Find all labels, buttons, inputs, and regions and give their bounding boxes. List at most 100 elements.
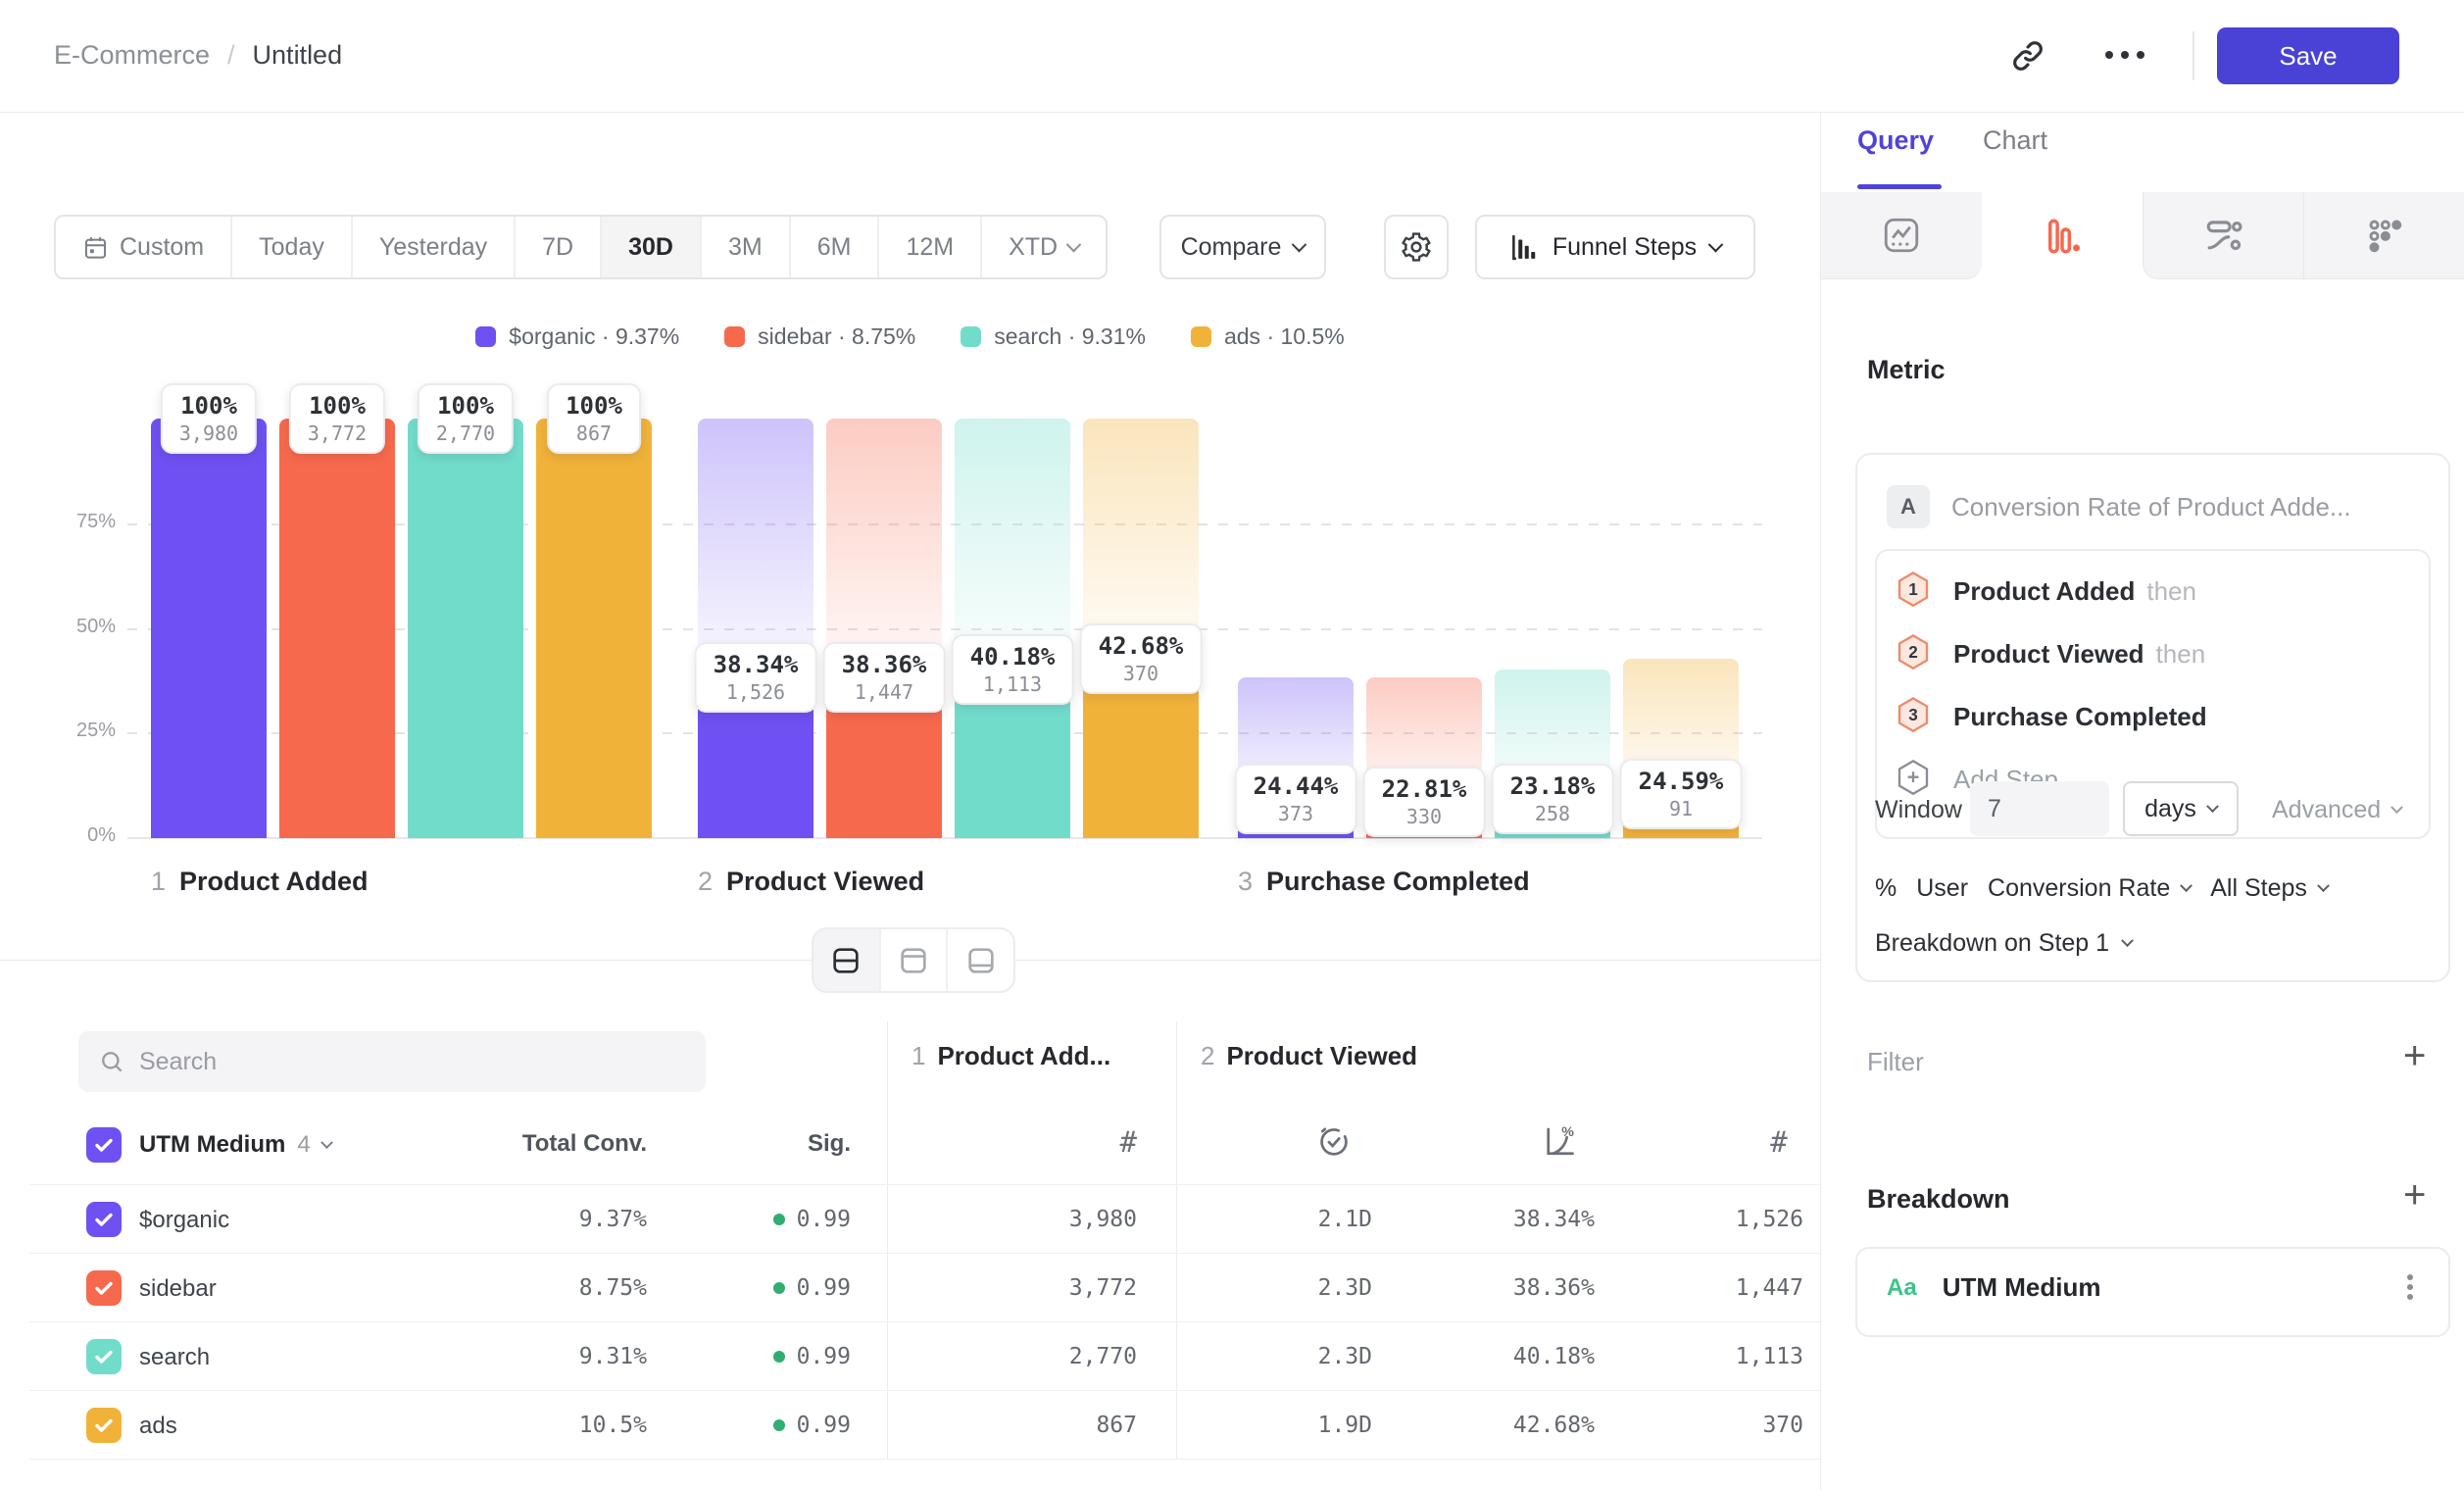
funnel-bar[interactable] — [279, 419, 395, 838]
table-step2-header: 2 Product Viewed — [1201, 1041, 1417, 1071]
chart-settings-button[interactable] — [1384, 215, 1449, 279]
row-significance: 0.99 — [666, 1275, 851, 1301]
breadcrumb-title[interactable]: Untitled — [252, 39, 343, 70]
funnel-step-row-2[interactable]: 2 Product Viewed then — [1895, 633, 2205, 674]
search-icon — [102, 1052, 123, 1072]
conversion-rate-icon[interactable]: % — [1542, 1123, 1577, 1164]
date-range-6m[interactable]: 6M — [788, 217, 878, 277]
measure-entity[interactable]: User — [1916, 874, 1969, 902]
date-range-custom[interactable]: Custom — [56, 217, 230, 277]
row-step2-count: 1,526 — [1735, 1207, 1803, 1232]
add-breakdown-button[interactable]: + — [2403, 1173, 2427, 1217]
date-range-7d[interactable]: 7D — [514, 217, 600, 277]
search-input[interactable] — [139, 1047, 649, 1076]
date-range-yesterday[interactable]: Yesterday — [350, 217, 514, 277]
chart-type-retention-button[interactable] — [2303, 192, 2464, 279]
date-range-3m[interactable]: 3M — [699, 217, 789, 277]
row-step2-count: 370 — [1762, 1413, 1803, 1438]
col-header-total-conv[interactable]: Total Conv. — [521, 1130, 647, 1157]
legend-item[interactable]: search · 9.31% — [961, 323, 1146, 350]
share-link-icon[interactable] — [2009, 37, 2046, 79]
date-range-30d[interactable]: 30D — [600, 217, 700, 277]
bar-value-badge: 100% 3,980 — [160, 383, 258, 454]
breakdown-item-menu-icon[interactable] — [2407, 1270, 2413, 1304]
legend-item[interactable]: $organic · 9.37% — [475, 323, 679, 350]
step-axis-label-3: 3 Purchase Completed — [1238, 867, 1530, 897]
bar-value-badge: 24.44% 373 — [1234, 763, 1357, 834]
legend-swatch — [724, 326, 746, 347]
add-filter-button[interactable]: + — [2403, 1034, 2427, 1077]
funnel-step-row-1[interactable]: 1 Product Added then — [1895, 571, 2196, 612]
measure-metric-dropdown[interactable]: Conversion Rate — [1988, 874, 2193, 903]
funnel-step-row-3[interactable]: 3 Purchase Completed — [1895, 696, 2207, 737]
row-name: search — [139, 1344, 211, 1370]
window-value-input[interactable] — [1970, 781, 2109, 836]
bar-value-badge: 38.36% 1,447 — [822, 641, 946, 713]
row-total-conv: 10.5% — [578, 1413, 647, 1438]
chart-type-funnel-button[interactable] — [1982, 192, 2143, 279]
window-unit-dropdown[interactable]: days — [2123, 781, 2239, 836]
save-button[interactable]: Save — [2217, 27, 2399, 84]
compare-label: Compare — [1180, 232, 1282, 261]
date-range-xtd[interactable]: XTD — [980, 217, 1106, 277]
breakdown-on-step-dropdown[interactable]: Breakdown on Step 1 — [1875, 929, 2134, 958]
time-to-convert-icon[interactable] — [1316, 1123, 1352, 1164]
chevron-down-icon — [2206, 799, 2219, 813]
layout-table-only-button[interactable] — [946, 929, 1013, 991]
right-panel-divider — [1820, 113, 1821, 1490]
funnel-bar[interactable] — [151, 419, 267, 838]
legend-item[interactable]: sidebar · 8.75% — [724, 323, 915, 350]
chart-type-flows-button[interactable] — [2143, 192, 2303, 279]
measure-scope-dropdown[interactable]: All Steps — [2210, 874, 2330, 903]
advanced-toggle[interactable]: Advanced — [2272, 796, 2404, 824]
gridline-75 — [127, 523, 1762, 525]
metric-title: Conversion Rate of Product Adde... — [1951, 491, 2351, 522]
funnel-chart[interactable]: 100% 3,980 38.34% 1,526 24.44% 373 100% 3,772 38… — [0, 0, 1820, 961]
gridline-25 — [127, 732, 1762, 734]
tab-query[interactable]: Query — [1857, 125, 1935, 155]
tab-chart[interactable]: Chart — [1983, 125, 2048, 155]
compare-button[interactable]: Compare — [1159, 215, 1326, 279]
sig-value: 0.99 — [796, 1275, 851, 1301]
layout-split-horizontal-button[interactable] — [813, 929, 879, 991]
legend-label: search · 9.31% — [994, 323, 1146, 349]
col-header-sig[interactable]: Sig. — [807, 1130, 851, 1157]
row-checkbox[interactable] — [86, 1339, 122, 1374]
date-range-12m[interactable]: 12M — [877, 217, 980, 277]
step-name: Product Viewed — [1226, 1041, 1418, 1070]
funnel-bar[interactable] — [536, 419, 652, 838]
row-conv-rate: 38.34% — [1512, 1207, 1595, 1232]
count-icon[interactable]: # — [1770, 1125, 1788, 1159]
count-icon[interactable]: # — [1119, 1125, 1137, 1159]
breakdown-column-header[interactable]: UTM Medium 4 — [139, 1127, 333, 1163]
table-search[interactable] — [78, 1031, 706, 1092]
breadcrumb: E-Commerce / Untitled — [54, 35, 342, 74]
svg-text:%: % — [1561, 1124, 1574, 1140]
funnel-bar[interactable] — [408, 419, 523, 838]
row-time-to-convert: 2.3D — [1317, 1275, 1372, 1301]
row-checkbox[interactable] — [86, 1270, 122, 1306]
row-checkbox[interactable] — [86, 1408, 122, 1443]
row-step1-count: 2,770 — [1068, 1344, 1137, 1369]
bar-value-badge: 22.81% 330 — [1362, 766, 1486, 837]
breadcrumb-project[interactable]: E-Commerce — [54, 39, 211, 70]
bar-value-badge: 100% 867 — [547, 383, 641, 454]
row-step2-count: 1,447 — [1735, 1275, 1803, 1301]
window-unit-label: days — [2144, 794, 2196, 822]
breakdown-item-card[interactable] — [1855, 1247, 2450, 1337]
add-step-hexagon-icon — [1897, 759, 1929, 796]
filter-heading: Filter — [1867, 1047, 1924, 1076]
measure-metric-label: Conversion Rate — [1988, 874, 2171, 902]
date-range-today[interactable]: Today — [230, 217, 351, 277]
metric-title-row[interactable]: A Conversion Rate of Product Adde... — [1887, 485, 2351, 528]
row-checkbox[interactable] — [86, 1202, 122, 1237]
more-menu-icon[interactable] — [2105, 51, 2144, 59]
legend-item[interactable]: ads · 10.5% — [1190, 323, 1345, 350]
measure-prefix[interactable]: % — [1875, 874, 1897, 902]
select-all-checkbox[interactable] — [86, 1127, 122, 1163]
bar-value-badge: 40.18% 1,113 — [951, 634, 1074, 706]
step-event-name: Product Added — [1953, 575, 2136, 606]
layout-chart-only-button[interactable] — [878, 929, 947, 991]
chart-view-selector[interactable]: Funnel Steps — [1475, 215, 1755, 279]
chart-type-insights-button[interactable] — [1821, 192, 1982, 279]
